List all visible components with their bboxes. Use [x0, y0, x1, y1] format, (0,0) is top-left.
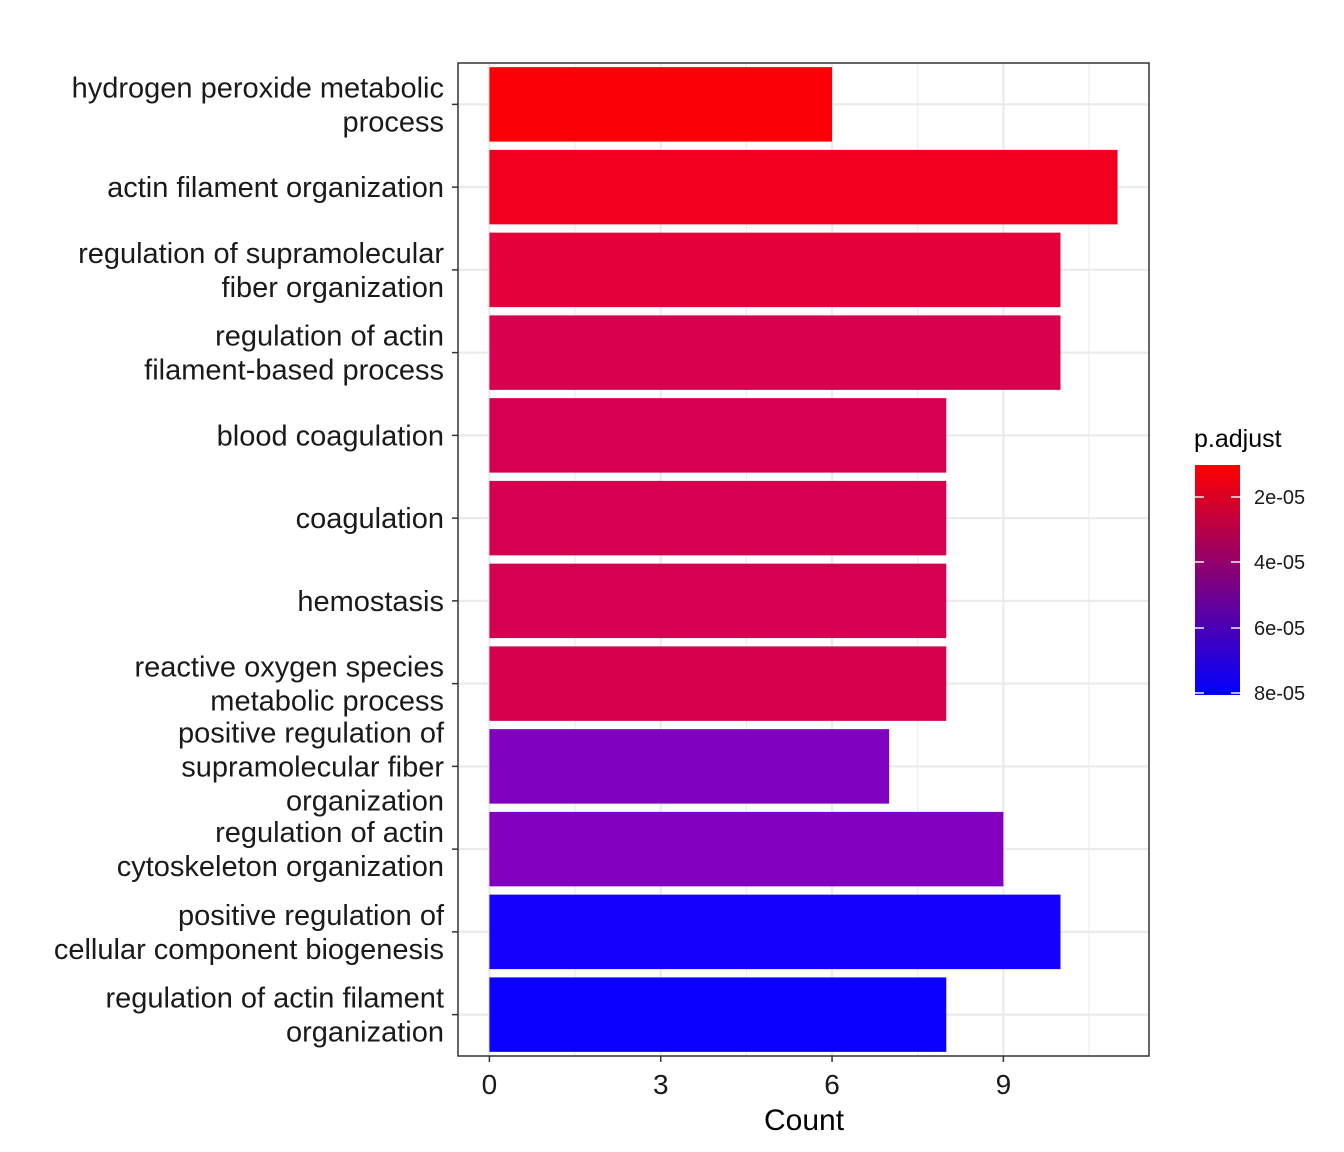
x-axis-ticks: 0 3 6 9 [482, 1056, 1012, 1100]
category-label: regulation of actin filament organization [105, 983, 444, 1049]
bar [489, 480, 947, 556]
bar [489, 149, 1118, 225]
bar [489, 977, 947, 1052]
bar [489, 563, 947, 639]
bar [489, 398, 947, 473]
legend-ticks: 2e-05 4e-05 6e-05 8e-05 [1195, 487, 1305, 705]
category-label: blood coagulation [217, 420, 444, 452]
x-axis-title: Count [764, 1104, 845, 1137]
x-tick-label: 6 [824, 1069, 840, 1100]
category-labels: hydrogen peroxide metabolic process actin … [54, 72, 458, 1049]
category-label: regulation of actin cytoskeleton organiza… [117, 817, 444, 883]
bar [489, 729, 890, 804]
bars [489, 67, 1118, 1052]
bar [489, 315, 1061, 390]
x-tick-label: 0 [482, 1069, 498, 1100]
category-label: hemostasis [297, 586, 444, 618]
category-label: reactive oxygen species metabolic process [135, 652, 445, 718]
category-label: coagulation [296, 503, 444, 535]
category-label: positive regulation of supramolecular fib… [178, 717, 445, 817]
panel-background [458, 63, 1149, 1056]
legend-tick-label: 8e-05 [1254, 683, 1305, 705]
category-label: hydrogen peroxide metabolic process [72, 72, 444, 138]
category-label: regulation of supramolecular fiber organi… [78, 238, 444, 304]
bar [489, 232, 1061, 308]
category-label: actin filament organization [107, 172, 444, 204]
x-tick-label: 9 [996, 1069, 1012, 1100]
bar [489, 811, 1004, 887]
legend: p.adjust 2e-05 4e-05 6e-05 8e-05 [1194, 425, 1305, 705]
legend-colorbar [1195, 465, 1240, 695]
category-label: positive regulation of cellular component… [54, 900, 445, 966]
bar [489, 894, 1061, 970]
bar [489, 67, 833, 142]
bar [489, 646, 947, 721]
legend-tick-label: 4e-05 [1254, 552, 1305, 574]
category-label: regulation of actin filament-based proces… [144, 321, 444, 387]
legend-title: p.adjust [1194, 425, 1282, 453]
legend-tick-label: 6e-05 [1254, 618, 1305, 640]
x-tick-label: 3 [653, 1069, 669, 1100]
panel-border [457, 62, 1150, 1057]
legend-tick-label: 2e-05 [1254, 487, 1305, 509]
